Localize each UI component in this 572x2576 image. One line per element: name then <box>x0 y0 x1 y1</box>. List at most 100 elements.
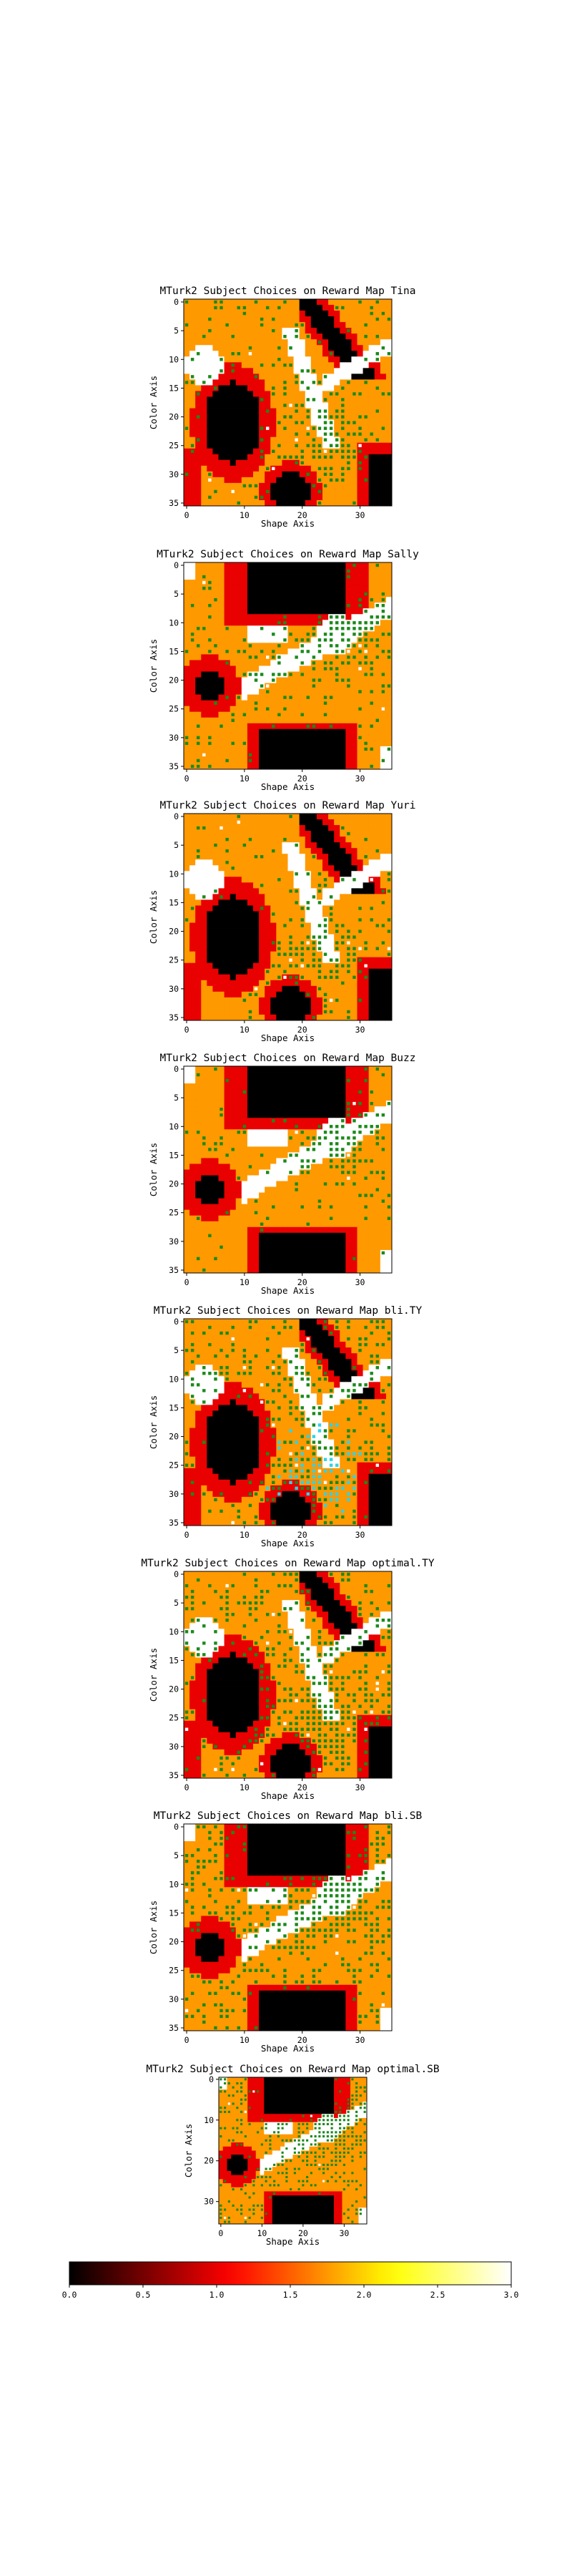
heatmap-cell <box>235 396 242 403</box>
heatmap-cell <box>385 574 393 580</box>
heatmap-cell <box>189 711 196 718</box>
heatmap-cell <box>305 322 312 328</box>
heatmap-cell <box>322 985 329 992</box>
heatmap-cell <box>259 414 265 420</box>
heatmap-cell <box>247 574 254 580</box>
heatmap-cell <box>259 1112 265 1118</box>
heatmap-cell <box>259 562 265 569</box>
heatmap-cell <box>282 848 288 854</box>
choice-marker <box>295 638 298 642</box>
heatmap-cell <box>218 396 225 403</box>
heatmap-cell <box>184 643 190 649</box>
choice-marker <box>347 467 350 471</box>
heatmap-cell <box>299 620 306 626</box>
heatmap-cell <box>253 459 260 467</box>
heatmap-cell <box>201 608 207 615</box>
heatmap-cell <box>195 385 202 391</box>
heatmap-cell <box>328 945 335 952</box>
heatmap-cell <box>363 894 370 900</box>
heatmap-cell <box>357 1002 363 1010</box>
heatmap-cell <box>374 688 381 696</box>
heatmap-cell <box>345 882 352 889</box>
heatmap-cell <box>259 637 265 643</box>
y-tick-label: 10 <box>169 354 179 364</box>
choice-marker <box>323 701 327 705</box>
heatmap-cell <box>276 1078 282 1084</box>
heatmap-cell <box>299 562 306 569</box>
heatmap-cell <box>340 499 346 507</box>
heatmap-cell <box>230 408 237 414</box>
heatmap-cell <box>374 917 381 923</box>
heatmap-cell <box>195 488 202 495</box>
heatmap-cell <box>374 694 381 701</box>
heatmap-cell <box>316 717 323 724</box>
heatmap-cell <box>189 316 196 323</box>
heatmap-cell <box>380 620 387 626</box>
heatmap-cell <box>322 1083 329 1090</box>
heatmap-cell <box>247 865 254 872</box>
heatmap-cell <box>224 620 231 626</box>
heatmap-cell <box>195 368 202 374</box>
heatmap-cell <box>310 311 317 317</box>
heatmap-cell <box>322 751 329 758</box>
heatmap-cell <box>305 568 312 575</box>
heatmap-cell <box>385 454 393 461</box>
choice-marker <box>306 935 310 939</box>
heatmap-cell <box>299 825 306 831</box>
choice-marker <box>312 907 316 910</box>
heatmap-cell <box>218 448 225 455</box>
heatmap-cell <box>189 585 196 592</box>
heatmap-cell <box>265 614 271 620</box>
heatmap-cell <box>351 694 358 701</box>
choice-marker <box>248 992 252 997</box>
heatmap-cell <box>380 962 387 970</box>
heatmap-cell <box>253 945 260 952</box>
heatmap-cell <box>305 888 312 894</box>
heatmap-cell <box>385 980 393 987</box>
heatmap-cell <box>363 471 370 478</box>
heatmap-cell <box>241 591 248 597</box>
heatmap-cell <box>293 316 300 323</box>
heatmap-cell <box>363 494 370 501</box>
heatmap-cell <box>207 425 213 432</box>
choice-marker <box>214 889 217 893</box>
heatmap-cell <box>351 1083 358 1090</box>
heatmap-cell <box>357 951 363 958</box>
heatmap-cell <box>351 568 358 575</box>
heatmap-cell <box>293 1066 300 1073</box>
choice-marker <box>358 627 362 630</box>
heatmap-cell <box>357 888 363 894</box>
heatmap-cell <box>282 305 288 311</box>
heatmap-cell <box>184 385 190 391</box>
heatmap-cell <box>241 299 248 306</box>
heatmap-cell <box>270 717 277 724</box>
heatmap-cell <box>380 1014 387 1021</box>
choice-marker <box>202 586 206 590</box>
heatmap-cell <box>380 1008 387 1015</box>
heatmap-cell <box>380 374 387 380</box>
heatmap-cell <box>259 848 265 854</box>
choice-marker <box>370 432 373 436</box>
heatmap-cell <box>253 568 260 575</box>
heatmap-cell <box>207 871 213 877</box>
heatmap-cell <box>184 465 190 472</box>
heatmap-cell <box>293 1095 300 1101</box>
heatmap-cell <box>299 625 306 632</box>
heatmap-cell <box>340 356 346 363</box>
choice-marker <box>347 432 350 436</box>
heatmap-cell <box>276 1002 282 1010</box>
heatmap-cell <box>322 734 329 741</box>
heatmap-cell <box>334 814 340 820</box>
heatmap-cell <box>207 459 213 467</box>
heatmap-cell <box>184 694 190 701</box>
heatmap-cell <box>334 345 340 351</box>
heatmap-cell <box>368 957 375 964</box>
heatmap-cell <box>380 454 387 461</box>
heatmap-cell <box>253 751 260 758</box>
heatmap-cell <box>184 859 190 866</box>
heatmap-cell <box>363 968 370 975</box>
heatmap-cell <box>334 917 340 923</box>
heatmap-cell <box>189 1106 196 1113</box>
heatmap-cell <box>299 751 306 758</box>
choice-marker <box>312 455 316 459</box>
